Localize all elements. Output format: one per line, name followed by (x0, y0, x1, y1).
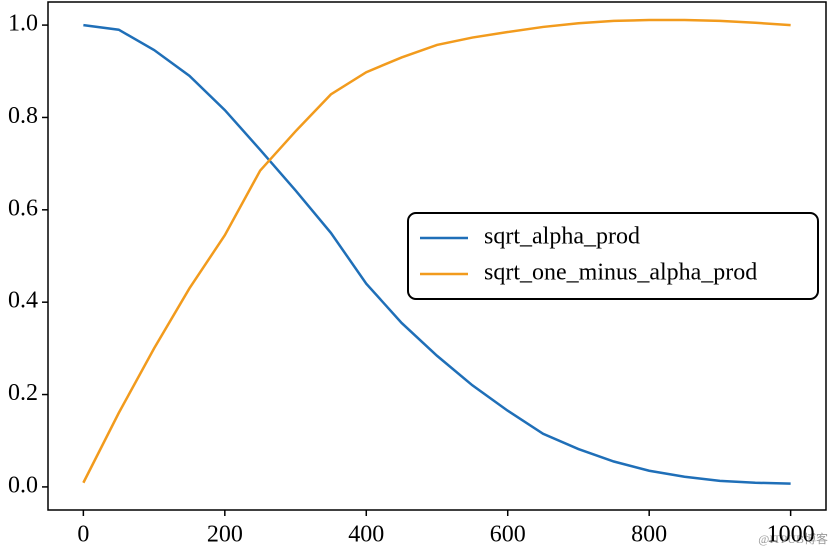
series-line (82, 18, 791, 484)
watermark: @ITPUB博客 (758, 531, 828, 546)
series-line (83, 23, 791, 485)
x-tick-label: 600 (490, 522, 526, 548)
legend-box (407, 212, 819, 300)
x-tick-label: 200 (207, 522, 243, 548)
y-tick-label: 0.6 (8, 195, 38, 221)
y-tick-label: 0.2 (8, 380, 38, 406)
plot-frame (47, 1, 827, 511)
x-tick-label: 400 (348, 522, 384, 548)
y-tick-label: 0.0 (8, 472, 38, 498)
x-tick-label: 0 (77, 522, 89, 548)
legend-label: sqrt_one_minus_alpha_prod (484, 260, 757, 286)
y-tick-label: 0.8 (8, 103, 38, 129)
legend: sqrt_alpha_prod sqrt_one_minus_alpha_prod (407, 212, 819, 300)
x-tick-label: 1000 (767, 522, 815, 548)
x-tick-label: 800 (631, 522, 667, 548)
legend-label: sqrt_alpha_prod (484, 224, 640, 250)
y-tick-label: 1.0 (8, 11, 38, 37)
y-tick-label: 0.4 (8, 288, 38, 314)
